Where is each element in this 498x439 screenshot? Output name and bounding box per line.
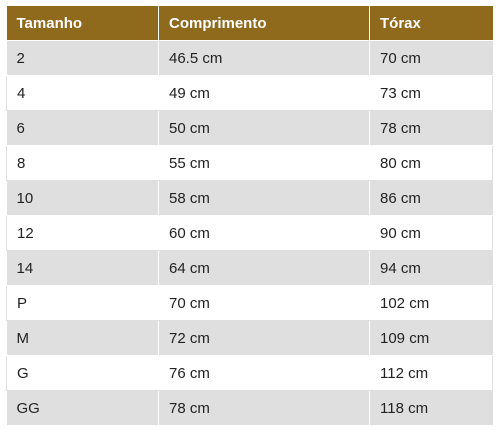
cell-chest: 78 cm: [369, 110, 493, 146]
cell-chest: 90 cm: [369, 215, 493, 251]
cell-size: 10: [6, 180, 159, 216]
cell-size: 12: [6, 215, 159, 251]
cell-chest: 112 cm: [369, 355, 493, 391]
cell-length: 64 cm: [158, 250, 370, 286]
cell-size: M: [6, 320, 159, 356]
cell-length: 55 cm: [158, 145, 370, 181]
table-row: 6 50 cm 78 cm: [6, 110, 493, 146]
table-row: 10 58 cm 86 cm: [6, 180, 493, 216]
table-row: 8 55 cm 80 cm: [6, 145, 493, 181]
cell-size: 4: [6, 75, 159, 111]
cell-chest: 80 cm: [369, 145, 493, 181]
cell-length: 70 cm: [158, 285, 370, 321]
table-row: M 72 cm 109 cm: [6, 320, 493, 356]
header-row: Tamanho Comprimento Tórax: [6, 6, 493, 41]
table-row: 12 60 cm 90 cm: [6, 215, 493, 251]
cell-size: 6: [6, 110, 159, 146]
cell-length: 46.5 cm: [158, 40, 370, 76]
table-row: P 70 cm 102 cm: [6, 285, 493, 321]
cell-size: 2: [6, 40, 159, 76]
header-length: Comprimento: [158, 6, 370, 41]
cell-length: 78 cm: [158, 390, 370, 426]
table-header: Tamanho Comprimento Tórax: [6, 6, 493, 41]
header-chest: Tórax: [369, 6, 493, 41]
cell-size: GG: [6, 390, 159, 426]
table-row: G 76 cm 112 cm: [6, 355, 493, 391]
table-body: 2 46.5 cm 70 cm 4 49 cm 73 cm 6 50 cm 78…: [6, 40, 493, 426]
cell-chest: 94 cm: [369, 250, 493, 286]
size-chart-container: Tamanho Comprimento Tórax 2 46.5 cm 70 c…: [6, 6, 493, 426]
cell-chest: 73 cm: [369, 75, 493, 111]
cell-chest: 86 cm: [369, 180, 493, 216]
cell-chest: 70 cm: [369, 40, 493, 76]
cell-chest: 118 cm: [369, 390, 493, 426]
cell-length: 50 cm: [158, 110, 370, 146]
size-chart-table: Tamanho Comprimento Tórax 2 46.5 cm 70 c…: [6, 6, 493, 426]
table-row: 4 49 cm 73 cm: [6, 75, 493, 111]
cell-size: P: [6, 285, 159, 321]
cell-length: 49 cm: [158, 75, 370, 111]
cell-size: G: [6, 355, 159, 391]
cell-size: 8: [6, 145, 159, 181]
cell-size: 14: [6, 250, 159, 286]
cell-length: 76 cm: [158, 355, 370, 391]
table-row: GG 78 cm 118 cm: [6, 390, 493, 426]
table-row: 2 46.5 cm 70 cm: [6, 40, 493, 76]
cell-length: 60 cm: [158, 215, 370, 251]
header-size: Tamanho: [6, 6, 159, 41]
cell-length: 72 cm: [158, 320, 370, 356]
cell-length: 58 cm: [158, 180, 370, 216]
table-row: 14 64 cm 94 cm: [6, 250, 493, 286]
cell-chest: 109 cm: [369, 320, 493, 356]
cell-chest: 102 cm: [369, 285, 493, 321]
